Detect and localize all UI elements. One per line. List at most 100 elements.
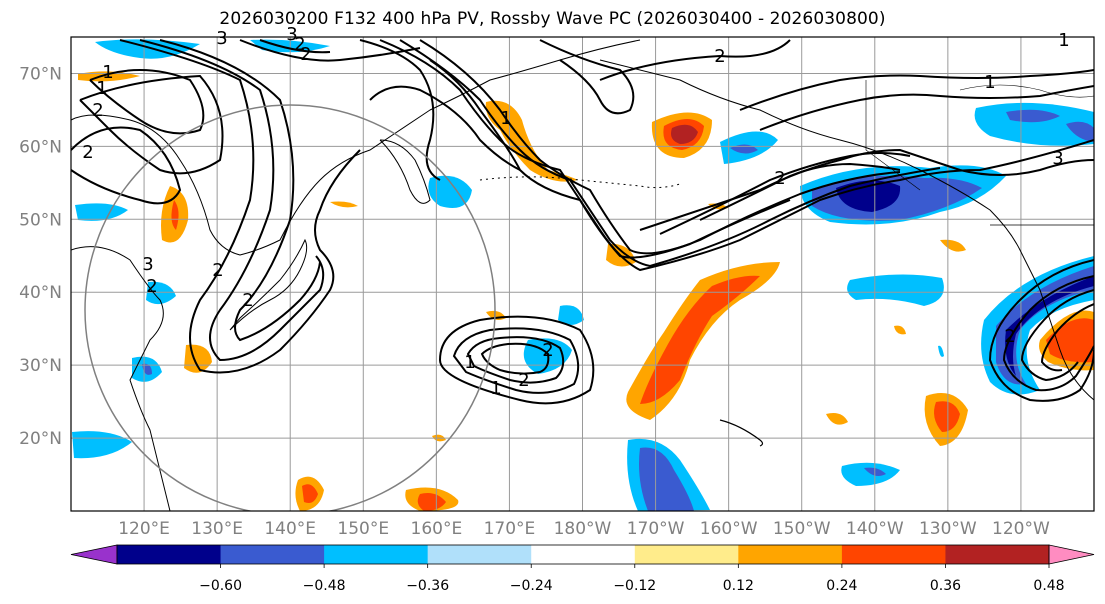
anomaly-positive <box>485 100 578 182</box>
pv-contour <box>379 39 1094 272</box>
lon-label: 140°E <box>264 519 316 539</box>
anomaly-positive <box>934 401 960 432</box>
lon-label: 150°E <box>337 519 389 539</box>
lon-label: 180°W <box>554 519 612 539</box>
lon-label: 130°E <box>191 519 243 539</box>
colorbar-bin <box>738 545 843 564</box>
pv-contour <box>480 342 550 375</box>
pv-contour <box>466 336 565 384</box>
lat-label: 30°N <box>19 356 62 376</box>
pv-contour <box>759 85 1094 131</box>
colorbar-tick-label: 0.48 <box>1033 578 1064 594</box>
colorbar-extend-max <box>1048 544 1095 565</box>
pv-contours <box>71 39 1094 405</box>
pv-contour <box>599 39 791 81</box>
colorbar-tick-label: 0.12 <box>723 578 754 594</box>
coastline-asia <box>71 246 171 511</box>
colorbar-tick-label: −0.36 <box>406 578 449 594</box>
anomaly-negative <box>75 203 128 221</box>
pv-contour <box>71 126 182 205</box>
contour-label: 3 <box>142 254 153 275</box>
anomaly-negative <box>558 305 584 325</box>
colorbar-bin <box>945 545 1050 564</box>
lon-label: 130°W <box>919 519 977 539</box>
lat-label: 70°N <box>19 64 62 84</box>
anomaly-negative <box>974 102 1094 146</box>
contour-label: 1 <box>464 352 475 373</box>
colorbar: −0.60 −0.48 −0.36 −0.24 −0.12 0.12 0.24 0.36 0.4… <box>70 544 1095 594</box>
pv-contour <box>239 39 421 62</box>
coastlines <box>71 39 1094 511</box>
pv-contour <box>399 39 941 268</box>
contour-label: 3 <box>286 24 297 45</box>
anomaly-negative <box>146 281 176 305</box>
pv-contour <box>1020 289 1094 382</box>
lat-label: 20°N <box>19 429 62 449</box>
contour-label: 2 <box>212 260 223 281</box>
contour-label: 2 <box>542 340 553 361</box>
contour-label: 2 <box>92 100 103 121</box>
anomaly-positive <box>894 325 906 335</box>
pv-contour <box>79 74 224 175</box>
colorbar-tick-label: 0.36 <box>930 578 961 594</box>
coastline-alaska <box>599 59 1094 401</box>
contour-label: 2 <box>300 44 311 65</box>
anomaly-negative <box>72 431 132 459</box>
pv-contour <box>639 148 1094 231</box>
chart-title: 2026030200 F132 400 hPa PV, Rossby Wave … <box>219 9 886 29</box>
pv-contour <box>369 85 521 171</box>
coastline-kamchatka <box>379 139 431 204</box>
anomaly-positive <box>417 493 446 511</box>
anomaly-positive <box>171 200 179 230</box>
pv-contour <box>739 69 1094 111</box>
colorbar-tick-label: −0.48 <box>303 578 346 594</box>
coastline-aleutians <box>479 176 681 189</box>
anomaly-positive <box>640 275 760 404</box>
contour-label: 2 <box>82 142 93 163</box>
contour-label: 1 <box>96 78 107 99</box>
border-canada <box>865 80 921 191</box>
coastline-hawaii <box>719 419 764 447</box>
anomaly-negative <box>836 180 901 212</box>
anomaly-negative <box>1006 109 1060 123</box>
anomaly-negative <box>938 345 944 357</box>
colorbar-bin <box>634 545 739 564</box>
pv-contour <box>159 39 321 342</box>
lon-label: 140°W <box>846 519 904 539</box>
pv-contour <box>699 162 901 221</box>
pv-contour <box>452 327 580 394</box>
colorbar-tick-label: −0.12 <box>613 578 656 594</box>
anomaly-positive <box>671 124 698 144</box>
lon-label: 160°W <box>700 519 758 539</box>
contour-label: 2 <box>294 34 305 55</box>
pv-contour <box>359 39 441 181</box>
map-frame <box>70 36 1095 512</box>
contour-label: 1 <box>102 62 113 83</box>
pv-contour <box>119 39 361 374</box>
colorbar-extend-min <box>70 544 118 565</box>
contour-label: 2 <box>518 370 529 391</box>
colorbar-bin <box>220 545 325 564</box>
latitude-labels: 70°N 60°N 50°N 40°N 30°N 20°N <box>19 64 62 449</box>
pv-contour <box>539 39 635 115</box>
anomaly-positive <box>940 239 966 252</box>
contour-label: 1 <box>490 378 501 399</box>
colorbar-frame <box>116 544 1050 565</box>
colorbar-tick-label: −0.60 <box>199 578 242 594</box>
lat-label: 60°N <box>19 137 62 157</box>
contour-label: 2 <box>1004 326 1015 347</box>
colorbar-bin <box>531 545 636 564</box>
colorbar-bin <box>324 545 429 564</box>
contour-label: 2 <box>774 168 785 189</box>
colorbar-tick-label: −0.24 <box>510 578 553 594</box>
colorbar-bin <box>117 545 222 564</box>
lon-label: 150°W <box>773 519 831 539</box>
lat-label: 40°N <box>19 283 62 303</box>
contour-label: 1 <box>500 108 511 129</box>
pv-contour <box>1002 275 1094 392</box>
lon-label: 120°E <box>118 519 170 539</box>
longitude-labels: 120°E 130°E 140°E 150°E 160°E 170°E 180°W 170°W… <box>118 519 1050 539</box>
lon-label: 160°E <box>411 519 463 539</box>
lon-label: 170°E <box>484 519 536 539</box>
anomaly-negative <box>996 266 1094 385</box>
